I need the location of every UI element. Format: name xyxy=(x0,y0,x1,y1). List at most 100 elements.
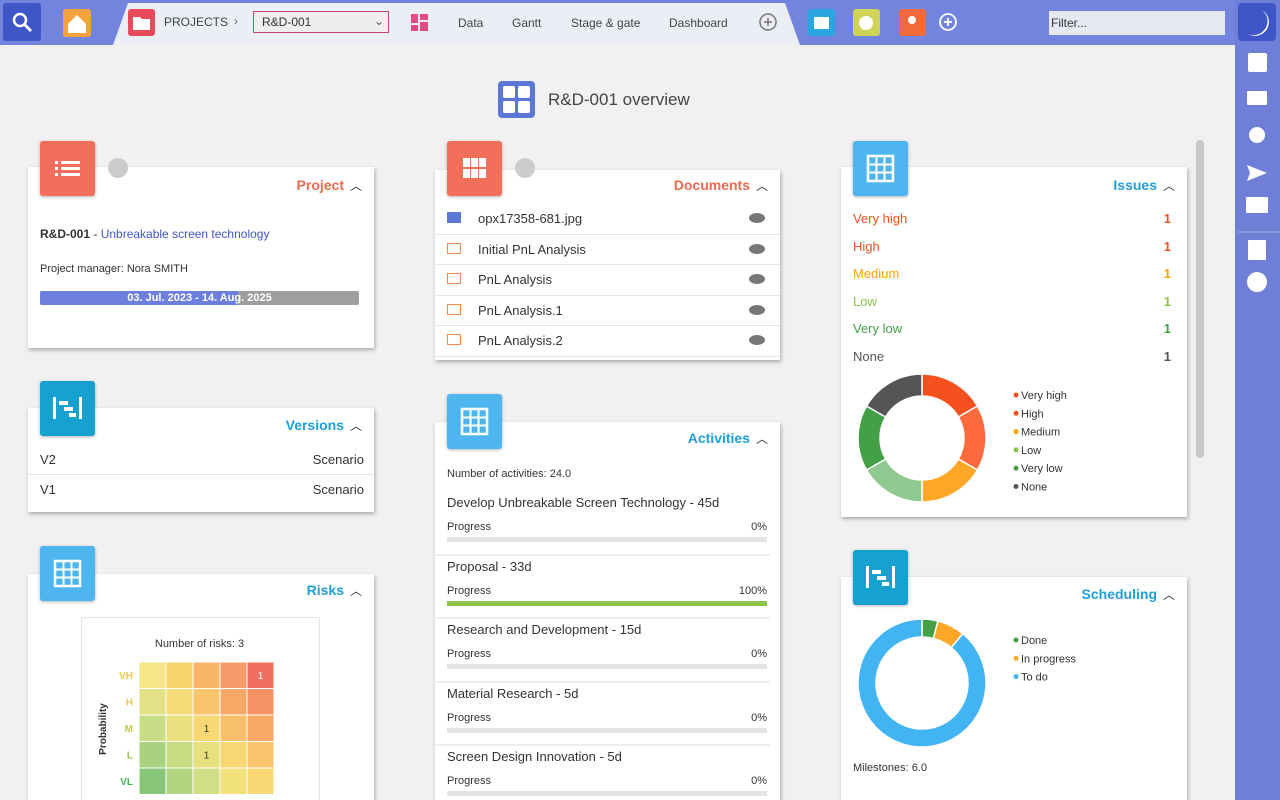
probability-level: VL xyxy=(120,777,133,788)
filter-input[interactable]: Filter... xyxy=(1049,11,1225,35)
search-button[interactable] xyxy=(3,3,41,41)
collapse-button[interactable]: ︿ xyxy=(755,432,768,446)
collapse-button[interactable]: ︿ xyxy=(755,179,768,193)
view-button[interactable] xyxy=(749,335,765,345)
tab[interactable]: Dashboard xyxy=(669,16,728,30)
risk-cell xyxy=(165,661,194,689)
progress-value: 100% xyxy=(738,584,767,597)
collapse-button[interactable]: ︿ xyxy=(1162,588,1175,602)
activity-row: Material Research - 5d Progress 0% xyxy=(435,683,770,746)
gantt-icon xyxy=(53,397,82,419)
folder-icon xyxy=(133,17,150,30)
tiles-icon xyxy=(463,158,486,178)
collapse-button[interactable]: ︿ xyxy=(349,584,362,598)
document-name[interactable]: PnL Analysis xyxy=(478,272,552,287)
tab[interactable]: Data xyxy=(458,16,484,30)
view-button[interactable] xyxy=(749,274,765,284)
breadcrumb[interactable]: PROJECTS xyxy=(164,15,229,29)
activity-name: Develop Unbreakable Screen Technology - … xyxy=(447,495,720,510)
search-icon xyxy=(12,12,28,28)
issue-count: 1 xyxy=(1163,238,1171,254)
tab[interactable]: Gantt xyxy=(512,16,542,30)
document-name[interactable]: opx17358-681.jpg xyxy=(478,211,583,226)
document-row: PnL Analysis xyxy=(435,265,780,296)
risk-cell xyxy=(219,767,248,795)
project-icon xyxy=(40,141,95,196)
risk-cell xyxy=(246,688,275,716)
logo-button[interactable] xyxy=(1238,3,1276,41)
view-button[interactable] xyxy=(749,213,765,223)
right-sidebar xyxy=(1235,0,1280,800)
project-manager: Project manager: Nora SMITH xyxy=(40,263,188,275)
document-name[interactable]: PnL Analysis.2 xyxy=(478,333,563,348)
legend-marker xyxy=(1013,447,1019,453)
activity-name: Proposal - 33d xyxy=(447,558,532,574)
timeline-dates: 03. Jul. 2023 - 14. Aug. 2025 xyxy=(127,292,272,304)
legend-label: Done xyxy=(1021,635,1047,647)
risk-cell xyxy=(219,714,248,742)
scrollbar[interactable] xyxy=(1196,140,1204,458)
collapse-button[interactable]: ︿ xyxy=(349,419,362,433)
issue-level: Low xyxy=(853,293,877,309)
grid-icon xyxy=(53,559,82,588)
sidebar-icons[interactable] xyxy=(1246,53,1268,292)
presentation-icon xyxy=(447,273,461,284)
issues-list: Very high 1 High 1 Medium 1 Low 1 Very low 1 None 1 xyxy=(841,209,1187,374)
document-row: Initial PnL Analysis xyxy=(435,235,780,265)
progress-label: Progress xyxy=(447,584,492,597)
activity-row: Research and Development - 15d Progress 0% xyxy=(435,619,770,683)
dashboard-icon[interactable] xyxy=(411,14,428,31)
legend-marker xyxy=(1013,465,1019,471)
risk-matrix-frame xyxy=(81,617,320,800)
collapse-button[interactable]: ︿ xyxy=(349,179,362,193)
document-row: PnL Analysis.2 xyxy=(435,326,780,357)
legend-label: Low xyxy=(1021,445,1041,457)
risk-count: 1 xyxy=(204,751,210,762)
legend-label: Medium xyxy=(1021,427,1060,439)
project-select[interactable]: R&D-001 ⌄ xyxy=(253,11,389,33)
document-name[interactable]: Initial PnL Analysis xyxy=(478,241,586,257)
risk-count: 1 xyxy=(258,671,264,682)
version-row: V2 Scenario xyxy=(28,445,374,475)
project-line: R&D-001 - Unbreakable screen technology xyxy=(40,227,269,241)
risk-cell xyxy=(192,767,221,795)
breadcrumb-separator: › xyxy=(234,14,238,28)
pin-button[interactable] xyxy=(515,158,535,178)
timeline-progress xyxy=(40,291,238,305)
legend-marker xyxy=(1013,410,1019,416)
view-button[interactable] xyxy=(749,304,765,315)
document-name[interactable]: PnL Analysis.1 xyxy=(478,302,563,318)
activities-list: Develop Unbreakable Screen Technology - … xyxy=(435,492,780,800)
probability-level: M xyxy=(125,724,133,735)
progress-label: Progress xyxy=(447,521,492,533)
risk-cell xyxy=(219,661,248,689)
legend-marker xyxy=(1013,674,1019,680)
home-icon xyxy=(68,15,86,33)
search-icon xyxy=(23,23,33,33)
issue-level: Medium xyxy=(853,266,900,281)
add-tab-icon xyxy=(764,18,772,26)
progress-track xyxy=(447,791,767,796)
activity-row: Develop Unbreakable Screen Technology - … xyxy=(435,492,770,556)
card-title: Scheduling xyxy=(1081,586,1157,602)
view-button[interactable] xyxy=(749,243,765,254)
card-title: Issues xyxy=(1113,177,1157,193)
team-icon xyxy=(908,16,916,24)
legend-label: Very high xyxy=(1021,390,1067,402)
add-tab[interactable] xyxy=(759,13,777,31)
progress-label: Progress xyxy=(447,711,492,724)
pin-button[interactable] xyxy=(108,158,128,178)
risk-cell xyxy=(165,767,194,795)
issue-count: 1 xyxy=(1163,293,1171,309)
issue-count: 1 xyxy=(1163,266,1171,281)
add-button[interactable] xyxy=(939,13,957,31)
documents-card: Documents ︿ opx17358-681.jpg Initial PnL … xyxy=(435,170,780,360)
activity-name: Material Research - 5d xyxy=(447,685,579,701)
legend-marker xyxy=(1013,484,1019,489)
collapse-button[interactable]: ︿ xyxy=(1162,179,1175,193)
project-name[interactable]: Unbreakable screen technology xyxy=(100,227,270,241)
page-title: R&D-001 overview xyxy=(548,90,690,109)
issue-row: Very low 1 xyxy=(841,319,1187,347)
tab[interactable]: Stage & gate xyxy=(571,16,641,30)
